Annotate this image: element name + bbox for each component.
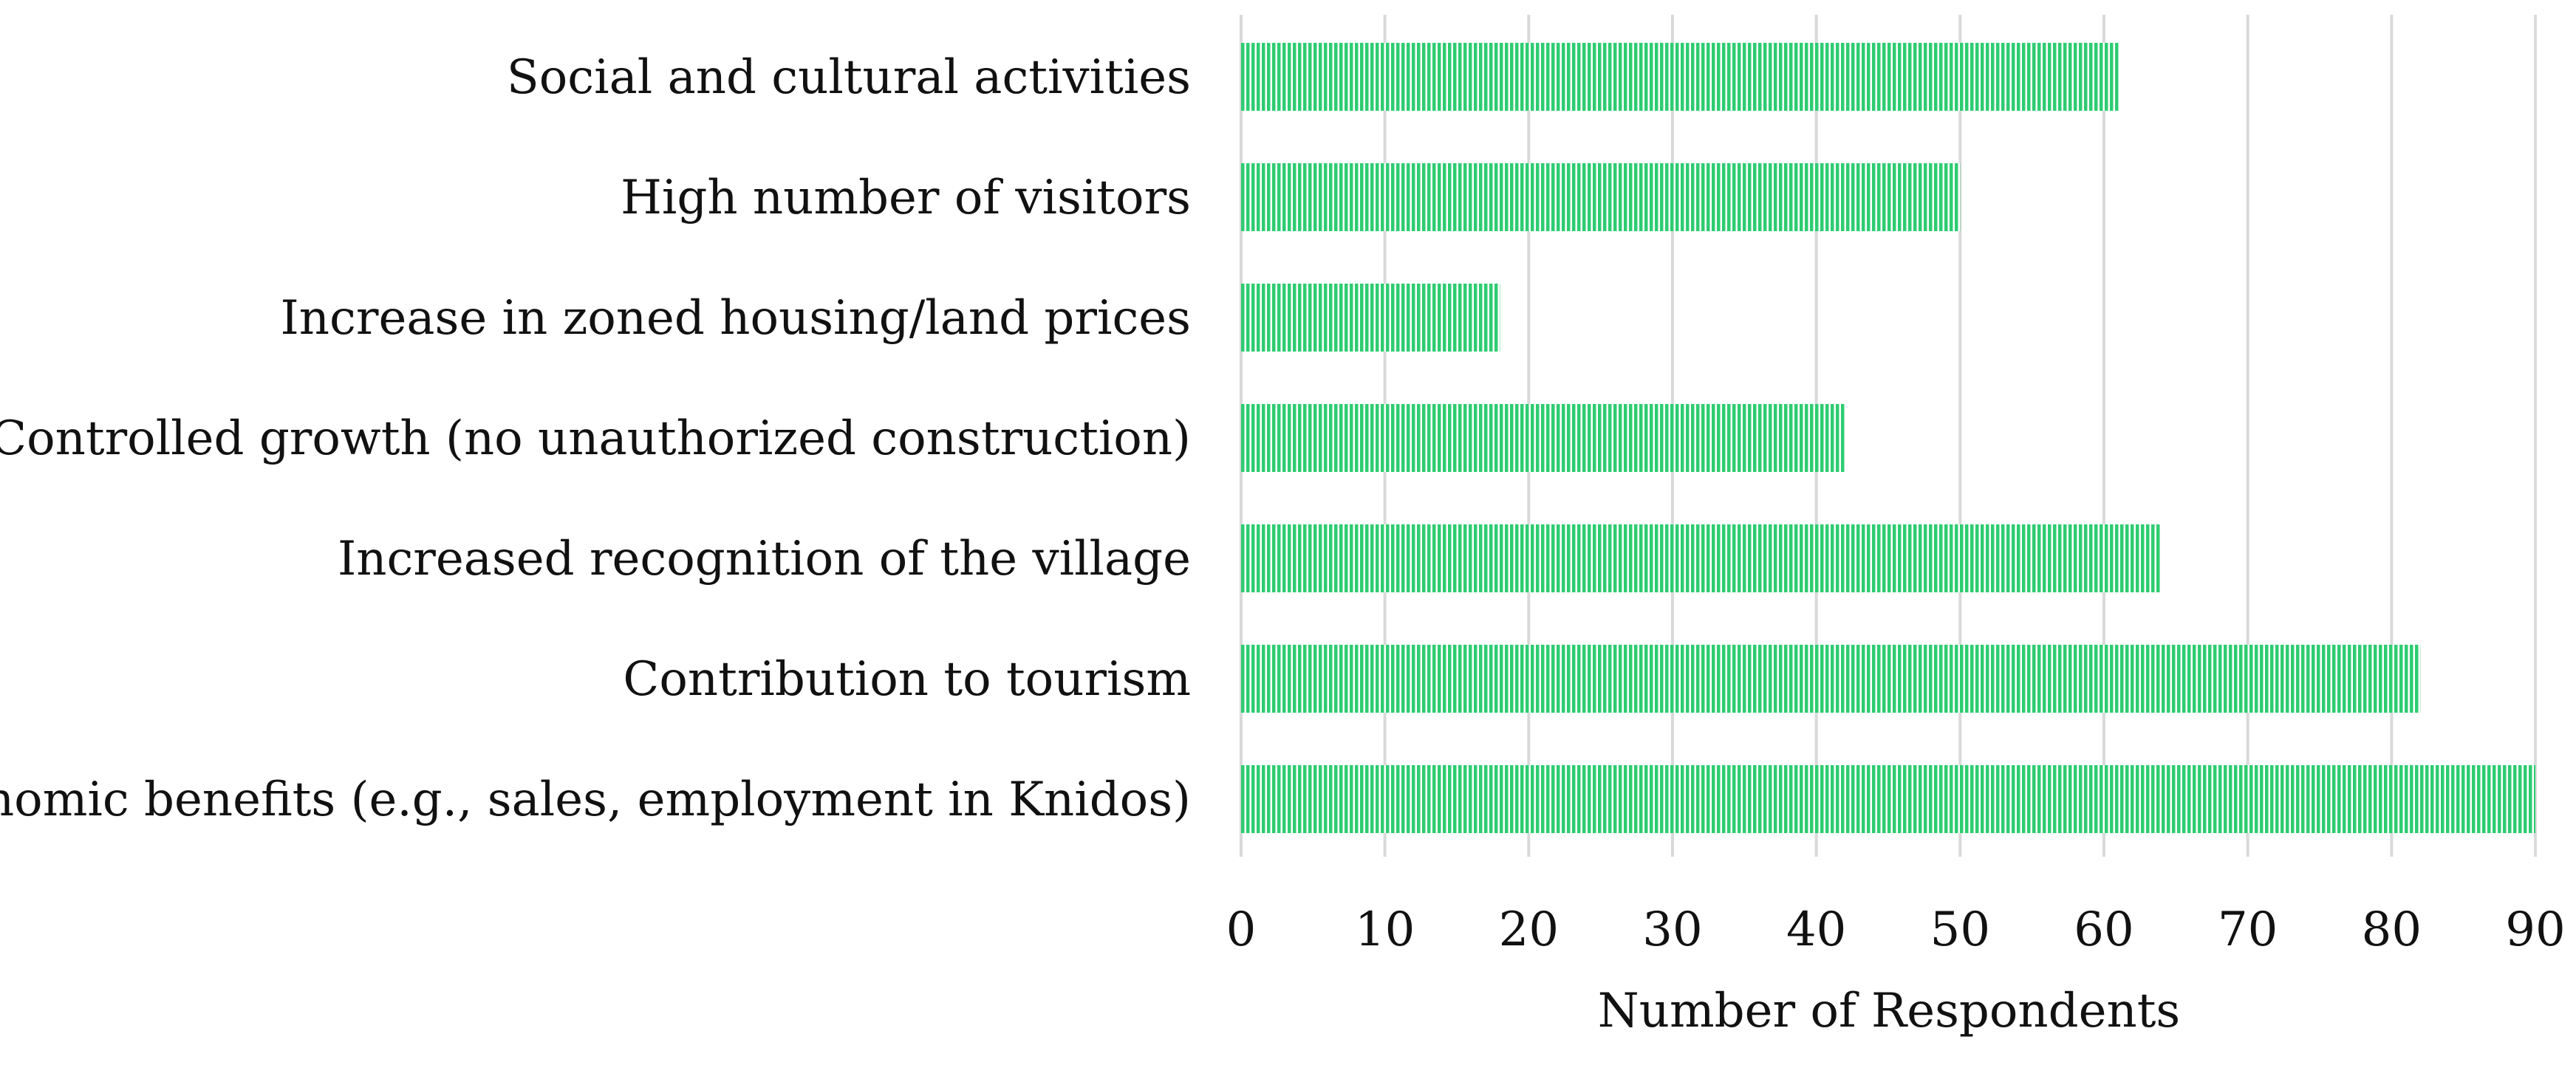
category-label: Increase in zoned housing/land prices [281, 291, 1192, 346]
x-tick-label: 60 [2074, 903, 2133, 957]
category-label: Social and cultural activities [507, 50, 1191, 105]
x-tick-labels: 0 10 20 30 40 50 60 70 80 90 [1226, 903, 2566, 957]
x-tick-label: 40 [1786, 903, 1846, 957]
category-label: Economic benefits (e.g., sales, employme… [0, 773, 1191, 827]
bars [1241, 43, 2535, 833]
x-tick-label: 10 [1355, 903, 1415, 957]
x-axis-title: Number of Respondents [1598, 984, 2181, 1038]
bar [1241, 645, 2421, 713]
x-tick-label: 90 [2505, 903, 2565, 957]
category-label: Controlled growth (no unauthorized const… [0, 411, 1191, 466]
category-label: Increased recognition of the village [338, 532, 1191, 586]
x-tick-label: 0 [1226, 903, 1257, 957]
category-label: Contribution to tourism [623, 652, 1191, 707]
category-labels: Social and cultural activities High numbe… [0, 50, 1191, 827]
bar [1241, 524, 2162, 592]
x-tick-label: 20 [1499, 903, 1559, 957]
bar [1241, 43, 2119, 111]
bar [1241, 284, 1500, 352]
category-label: High number of visitors [621, 171, 1191, 225]
x-tick-label: 70 [2218, 903, 2278, 957]
x-tick-label: 80 [2362, 903, 2422, 957]
x-tick-label: 30 [1642, 903, 1702, 957]
bar [1241, 765, 2535, 833]
bar [1241, 163, 1961, 231]
x-tick-label: 50 [1930, 903, 1990, 957]
bar [1241, 404, 1845, 472]
